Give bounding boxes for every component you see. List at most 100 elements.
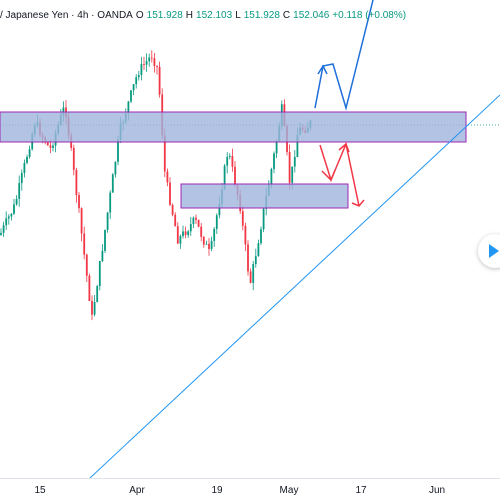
- symbol-legend[interactable]: / Japanese Yen · 4h · OANDA O 151.928 H 15…: [0, 7, 406, 23]
- scroll-to-realtime-button[interactable]: [478, 234, 500, 268]
- candle-body: [208, 243, 210, 249]
- x-tick-19: 19: [211, 485, 223, 496]
- candle-body: [257, 243, 260, 257]
- candle-body: [247, 244, 249, 272]
- candle-body: [158, 66, 161, 95]
- low-label: L: [235, 9, 241, 21]
- candle-body: [132, 84, 135, 91]
- candle-body: [15, 198, 18, 205]
- candle-body: [288, 152, 291, 183]
- candle-body: [117, 139, 119, 162]
- candle-body: [210, 240, 213, 249]
- symbol-title[interactable]: / Japanese Yen · 4h · OANDA: [0, 9, 133, 21]
- candle-body: [72, 147, 75, 170]
- candle-body: [252, 264, 255, 283]
- candle-body: [163, 135, 166, 172]
- candle-body: [135, 77, 138, 85]
- high-value: 152.103: [196, 9, 233, 21]
- candle-body: [213, 228, 216, 241]
- candle-body: [91, 300, 93, 315]
- bearish-projection-path[interactable]: [319, 141, 360, 207]
- candle-body: [23, 162, 26, 173]
- support-zone[interactable]: [180, 183, 349, 209]
- high-label: H: [185, 9, 194, 21]
- candle-body: [78, 195, 80, 209]
- candle-body: [18, 183, 21, 199]
- candle-body: [5, 218, 8, 226]
- candle-body: [275, 141, 278, 154]
- candle-body: [189, 224, 192, 232]
- candle-body: [262, 208, 265, 230]
- candle-body: [176, 226, 179, 244]
- candle-body: [98, 261, 101, 287]
- candle-body: [88, 275, 91, 301]
- candle-body: [293, 156, 296, 167]
- candle-body: [215, 215, 218, 229]
- candle-body: [106, 212, 109, 230]
- candle-body: [156, 65, 158, 67]
- candle-body: [2, 225, 5, 233]
- candle-body: [195, 217, 197, 220]
- candle-body: [109, 192, 112, 213]
- open-value: 151.928: [146, 9, 183, 21]
- candle-body: [241, 211, 244, 226]
- candle-body: [234, 166, 236, 185]
- time-axis[interactable]: 15 Apr 19 May 17 Jun: [0, 478, 500, 501]
- bearish-arrowhead-3: [351, 199, 365, 207]
- candle-body: [114, 161, 117, 175]
- change-value: +0.118 (+0.08%): [332, 9, 407, 21]
- candle-body: [171, 204, 174, 215]
- candle-body: [153, 58, 156, 66]
- candle-body: [0, 232, 2, 235]
- candle-body: [174, 214, 177, 227]
- candle-body: [226, 156, 229, 166]
- candle-body: [13, 204, 15, 214]
- candle-body: [49, 145, 52, 148]
- candle-body: [130, 90, 132, 102]
- candle-body: [46, 142, 49, 146]
- candle-body: [187, 231, 190, 236]
- candle-body: [80, 208, 83, 234]
- candle-body: [273, 153, 275, 170]
- rising-trendline[interactable]: [89, 94, 500, 478]
- open-label: O: [135, 9, 144, 21]
- candle-body: [205, 243, 208, 245]
- candle-body: [254, 256, 257, 265]
- candle-body: [140, 64, 143, 76]
- bullish-projection-path[interactable]: [314, 0, 374, 111]
- candle-body: [202, 236, 205, 245]
- bearish-arrowhead-1: [321, 169, 336, 182]
- candle-body: [223, 165, 226, 190]
- candle-body: [85, 254, 88, 276]
- candle-body: [169, 182, 171, 205]
- bearish-arrowhead-2: [338, 142, 350, 153]
- candle-body: [197, 219, 200, 227]
- candle-body: [28, 149, 31, 157]
- candle-body: [200, 226, 203, 237]
- close-value: 152.046: [293, 9, 330, 21]
- x-tick-17: 17: [355, 485, 367, 496]
- candle-body: [93, 302, 96, 315]
- candle-body: [83, 233, 86, 255]
- candle-body: [270, 169, 273, 185]
- candle-body: [192, 217, 195, 225]
- x-tick-jun: Jun: [428, 485, 446, 496]
- candle-body: [166, 171, 169, 183]
- candle-body: [291, 166, 294, 183]
- resistance-zone[interactable]: [0, 111, 467, 143]
- candle-body: [10, 213, 13, 217]
- candle-body: [260, 229, 262, 244]
- candle-body: [26, 156, 28, 163]
- candle-body: [150, 57, 153, 59]
- candle-body: [148, 57, 151, 62]
- candle-body: [104, 229, 106, 251]
- candle-body: [7, 216, 10, 219]
- close-label: C: [282, 9, 291, 21]
- chart-canvas[interactable]: [0, 0, 500, 478]
- candle-body: [127, 101, 130, 114]
- candle-body: [62, 107, 65, 115]
- candle-body: [143, 64, 145, 65]
- candle-body: [218, 204, 221, 216]
- candle-body: [20, 172, 23, 184]
